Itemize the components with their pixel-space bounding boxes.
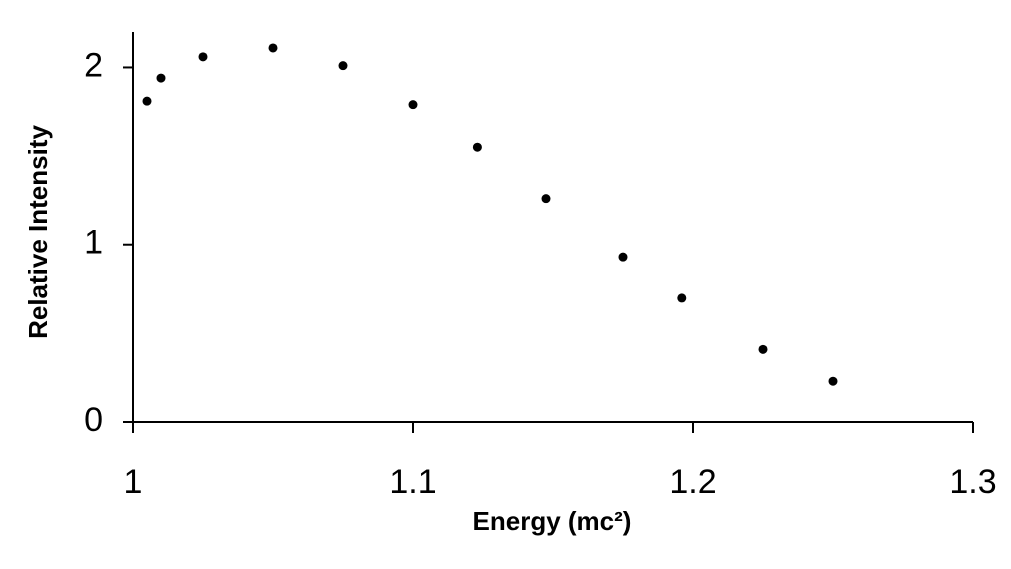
point xyxy=(338,61,348,71)
x-tick-label: 1.2 xyxy=(669,463,716,501)
point xyxy=(156,73,166,83)
point xyxy=(268,43,278,53)
y-tick-label: 1 xyxy=(84,224,103,262)
point xyxy=(758,344,768,354)
point xyxy=(198,52,208,62)
point xyxy=(677,293,687,303)
point xyxy=(472,142,482,152)
x-axis-label: Energy (mc²) xyxy=(473,506,632,536)
point xyxy=(618,252,628,262)
x-tick-label: 1.3 xyxy=(949,463,996,501)
y-tick-label: 2 xyxy=(84,46,103,84)
point xyxy=(408,100,418,110)
point xyxy=(828,376,838,386)
y-tick-label: 0 xyxy=(84,401,103,439)
y-axis-label: Relative Intensity xyxy=(23,125,53,339)
point xyxy=(541,194,551,204)
point xyxy=(142,96,152,106)
x-tick-label: 1 xyxy=(124,463,143,501)
x-tick-label: 1.1 xyxy=(389,463,436,501)
